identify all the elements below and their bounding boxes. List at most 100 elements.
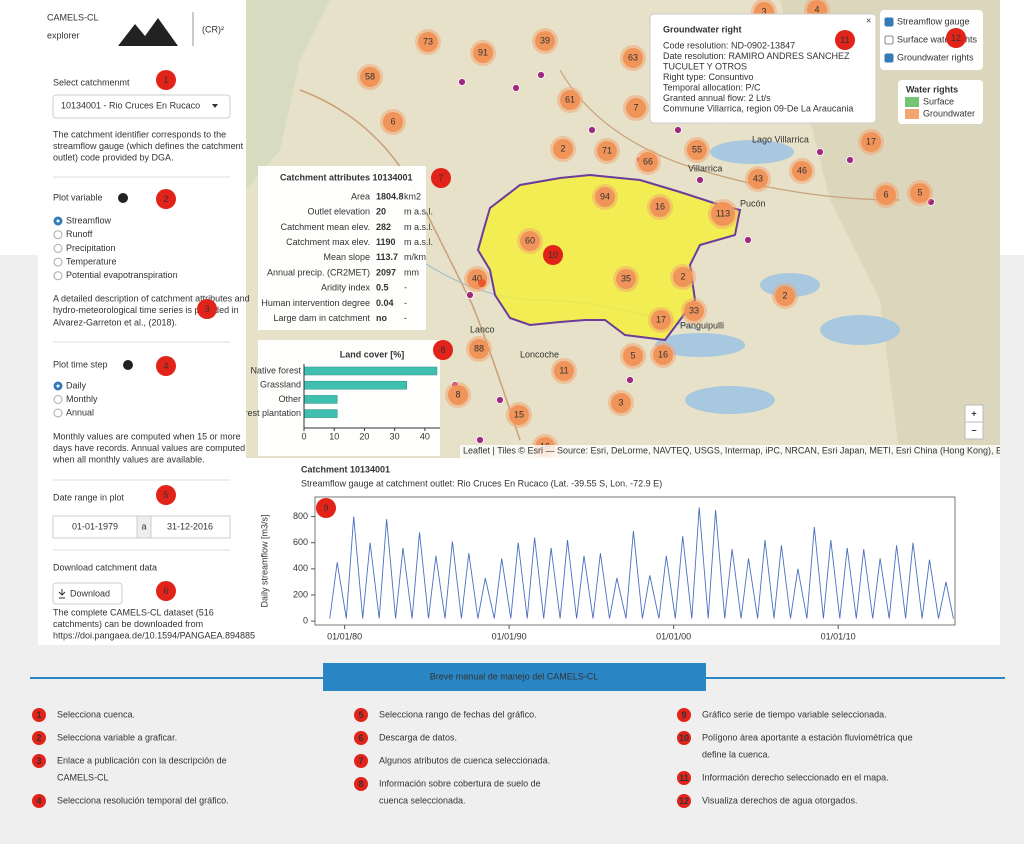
cluster-count[interactable]: 94 bbox=[600, 191, 610, 201]
cluster-count[interactable]: 2 bbox=[560, 143, 565, 153]
cluster-count[interactable]: 43 bbox=[753, 173, 763, 183]
cluster-count[interactable]: 17 bbox=[866, 136, 876, 146]
radio[interactable] bbox=[53, 395, 63, 404]
cluster-count[interactable]: 61 bbox=[565, 94, 575, 104]
zoom-label[interactable]: + bbox=[971, 408, 976, 418]
radio-label[interactable]: Precipitation bbox=[66, 243, 116, 253]
cluster[interactable] bbox=[520, 231, 540, 251]
cluster-count[interactable]: 2 bbox=[782, 290, 787, 300]
radio[interactable] bbox=[53, 271, 63, 281]
radio-label[interactable]: Annual bbox=[66, 407, 94, 417]
cluster[interactable] bbox=[650, 197, 670, 217]
radio-label[interactable]: Daily bbox=[66, 380, 87, 390]
cluster-count[interactable]: 40 bbox=[472, 273, 482, 283]
radio[interactable] bbox=[53, 257, 63, 267]
water-right-marker[interactable] bbox=[744, 236, 752, 244]
layer-label[interactable]: Surface water rights bbox=[897, 34, 978, 44]
cluster[interactable] bbox=[473, 43, 493, 63]
cluster-count[interactable]: 3 bbox=[618, 397, 623, 407]
cluster[interactable] bbox=[651, 310, 671, 330]
zoom-label[interactable]: − bbox=[971, 425, 976, 435]
radio-label[interactable]: Temperature bbox=[66, 256, 117, 266]
layer-label[interactable]: Groundwater rights bbox=[897, 52, 974, 62]
date-input[interactable] bbox=[150, 515, 231, 539]
catchment-polygon[interactable] bbox=[476, 173, 742, 342]
checkbox[interactable] bbox=[884, 53, 894, 63]
cluster-count[interactable]: 3 bbox=[761, 6, 766, 16]
water-right-marker[interactable] bbox=[588, 126, 596, 134]
cluster-count[interactable]: 88 bbox=[474, 343, 484, 353]
water-right-marker[interactable] bbox=[476, 436, 484, 444]
water-right-marker[interactable] bbox=[512, 84, 520, 92]
cluster[interactable] bbox=[611, 393, 631, 413]
water-right-marker[interactable] bbox=[846, 156, 854, 164]
checkbox[interactable] bbox=[884, 35, 894, 45]
cluster[interactable] bbox=[623, 48, 643, 68]
cluster[interactable] bbox=[509, 405, 529, 425]
cluster-count[interactable]: 7 bbox=[633, 102, 638, 112]
water-right-marker[interactable] bbox=[696, 176, 704, 184]
cluster-count[interactable]: 35 bbox=[621, 273, 631, 283]
cluster-count[interactable]: 33 bbox=[689, 305, 699, 315]
radio[interactable] bbox=[53, 408, 63, 418]
water-right-marker[interactable] bbox=[816, 148, 824, 156]
cluster-count[interactable]: 15 bbox=[514, 409, 524, 419]
cluster-count[interactable]: 46 bbox=[797, 165, 807, 175]
gauge-marker[interactable] bbox=[478, 279, 486, 287]
radio[interactable] bbox=[53, 230, 63, 240]
cluster-count[interactable]: 113 bbox=[716, 208, 730, 218]
zoom-button[interactable] bbox=[964, 421, 984, 440]
cluster[interactable] bbox=[595, 187, 615, 207]
cluster[interactable] bbox=[554, 361, 574, 381]
water-right-marker[interactable] bbox=[496, 396, 504, 404]
cluster[interactable] bbox=[748, 169, 768, 189]
cluster-count[interactable]: 2 bbox=[680, 271, 685, 281]
date-start[interactable]: 01-01-1979 bbox=[72, 521, 118, 531]
download-label[interactable]: Download bbox=[70, 588, 110, 598]
cluster[interactable] bbox=[638, 152, 658, 172]
cluster[interactable] bbox=[910, 183, 930, 203]
cluster-count[interactable]: 16 bbox=[655, 201, 665, 211]
cluster[interactable] bbox=[711, 202, 735, 226]
water-right-marker[interactable] bbox=[626, 376, 634, 384]
cluster-count[interactable]: 60 bbox=[525, 235, 535, 245]
link[interactable]: Alvarez-Garreton et al., (2018). bbox=[53, 317, 177, 327]
cluster-count[interactable]: 6 bbox=[883, 189, 888, 199]
cluster-count[interactable]: 73 bbox=[423, 36, 433, 46]
cluster-count[interactable]: 5 bbox=[917, 187, 922, 197]
water-right-marker[interactable] bbox=[466, 291, 474, 299]
cluster[interactable] bbox=[792, 161, 812, 181]
cluster-count[interactable]: 11 bbox=[559, 365, 568, 375]
cluster[interactable] bbox=[623, 346, 643, 366]
cluster[interactable] bbox=[360, 67, 380, 87]
cluster[interactable] bbox=[653, 345, 673, 365]
cluster-count[interactable]: 63 bbox=[628, 52, 638, 62]
cluster[interactable] bbox=[626, 98, 646, 118]
cluster-count[interactable]: 5 bbox=[630, 350, 635, 360]
cluster-count[interactable]: 71 bbox=[602, 145, 612, 155]
cluster-count[interactable]: 66 bbox=[643, 156, 653, 166]
cluster[interactable] bbox=[616, 269, 636, 289]
cluster[interactable] bbox=[553, 139, 573, 159]
link[interactable]: https://doi.pangaea.de/10.1594/PANGAEA.8… bbox=[53, 630, 255, 640]
radio-label[interactable]: Monthly bbox=[66, 394, 98, 404]
cluster-count[interactable]: 91 bbox=[478, 47, 488, 57]
cluster[interactable] bbox=[775, 286, 795, 306]
cluster[interactable] bbox=[673, 267, 693, 287]
cluster-count[interactable]: 55 bbox=[692, 144, 702, 154]
cluster-count[interactable]: 8 bbox=[455, 389, 460, 399]
cluster-count[interactable]: 39 bbox=[540, 35, 550, 45]
date-end[interactable]: 31-12-2016 bbox=[167, 521, 213, 531]
radio-label[interactable]: Potential evapotranspiration bbox=[66, 270, 178, 280]
download-button[interactable] bbox=[52, 582, 123, 605]
cluster[interactable] bbox=[383, 112, 403, 132]
radio[interactable] bbox=[53, 243, 63, 253]
cluster-count[interactable]: 58 bbox=[365, 71, 375, 81]
water-right-marker[interactable] bbox=[674, 126, 682, 134]
cluster[interactable] bbox=[597, 141, 617, 161]
cluster-count[interactable]: 6 bbox=[390, 116, 395, 126]
water-right-marker[interactable] bbox=[458, 78, 466, 86]
dropdown[interactable] bbox=[52, 94, 231, 119]
cluster-count[interactable]: 16 bbox=[658, 349, 668, 359]
